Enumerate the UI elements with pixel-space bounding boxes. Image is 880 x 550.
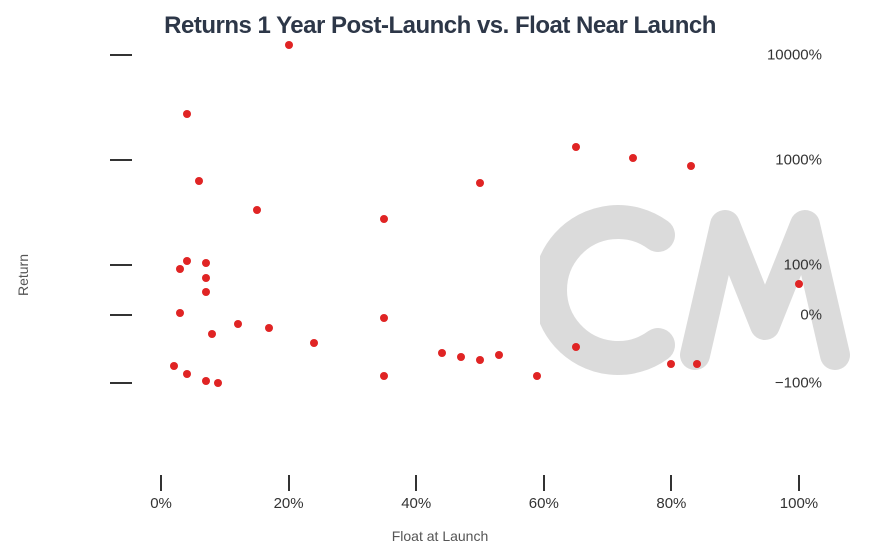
scatter-point (176, 309, 184, 317)
scatter-point (380, 215, 388, 223)
x-axis-label: Float at Launch (0, 528, 880, 544)
scatter-point (629, 154, 637, 162)
scatter-point (285, 41, 293, 49)
x-tick-mark (415, 475, 417, 491)
scatter-point (202, 259, 210, 267)
watermark-cm (540, 200, 860, 380)
scatter-point (202, 377, 210, 385)
scatter-point (202, 288, 210, 296)
scatter-point (533, 372, 541, 380)
plot-area: 10000%1000%100%0%−100% 0%20%40%60%80%100… (110, 55, 850, 475)
watermark-icon (540, 200, 860, 380)
scatter-point (170, 362, 178, 370)
y-tick-label: −100% (775, 374, 822, 391)
scatter-point (495, 351, 503, 359)
x-tick-label: 20% (274, 495, 304, 512)
chart-container: Returns 1 Year Post-Launch vs. Float Nea… (0, 0, 880, 550)
chart-title: Returns 1 Year Post-Launch vs. Float Nea… (0, 12, 880, 40)
x-tick-mark (543, 475, 545, 491)
scatter-point (476, 179, 484, 187)
scatter-point (183, 370, 191, 378)
scatter-point (234, 320, 242, 328)
scatter-point (176, 265, 184, 273)
y-tick-label: 10000% (767, 47, 822, 64)
scatter-point (195, 177, 203, 185)
scatter-point (208, 330, 216, 338)
scatter-point (457, 353, 465, 361)
scatter-point (380, 372, 388, 380)
scatter-point (572, 143, 580, 151)
y-tick-label: 0% (800, 307, 822, 324)
scatter-point (438, 349, 446, 357)
scatter-point (310, 339, 318, 347)
scatter-point (795, 280, 803, 288)
scatter-point (380, 314, 388, 322)
x-tick-label: 0% (150, 495, 172, 512)
x-tick-label: 60% (529, 495, 559, 512)
scatter-point (687, 162, 695, 170)
y-tick-label: 1000% (775, 152, 822, 169)
y-tick-mark (110, 382, 132, 384)
x-tick-mark (798, 475, 800, 491)
scatter-point (572, 343, 580, 351)
scatter-point (476, 356, 484, 364)
x-tick-label: 80% (656, 495, 686, 512)
x-tick-mark (670, 475, 672, 491)
x-tick-label: 100% (780, 495, 818, 512)
x-tick-mark (288, 475, 290, 491)
scatter-point (183, 257, 191, 265)
y-axis-label: Return (15, 254, 31, 296)
y-tick-mark (110, 159, 132, 161)
scatter-point (214, 379, 222, 387)
scatter-point (183, 110, 191, 118)
y-tick-mark (110, 54, 132, 56)
y-tick-label: 100% (784, 257, 822, 274)
y-tick-mark (110, 264, 132, 266)
scatter-point (265, 324, 273, 332)
scatter-point (253, 206, 261, 214)
x-tick-mark (160, 475, 162, 491)
scatter-point (693, 360, 701, 368)
y-tick-mark (110, 314, 132, 316)
scatter-point (202, 274, 210, 282)
scatter-point (667, 360, 675, 368)
x-tick-label: 40% (401, 495, 431, 512)
